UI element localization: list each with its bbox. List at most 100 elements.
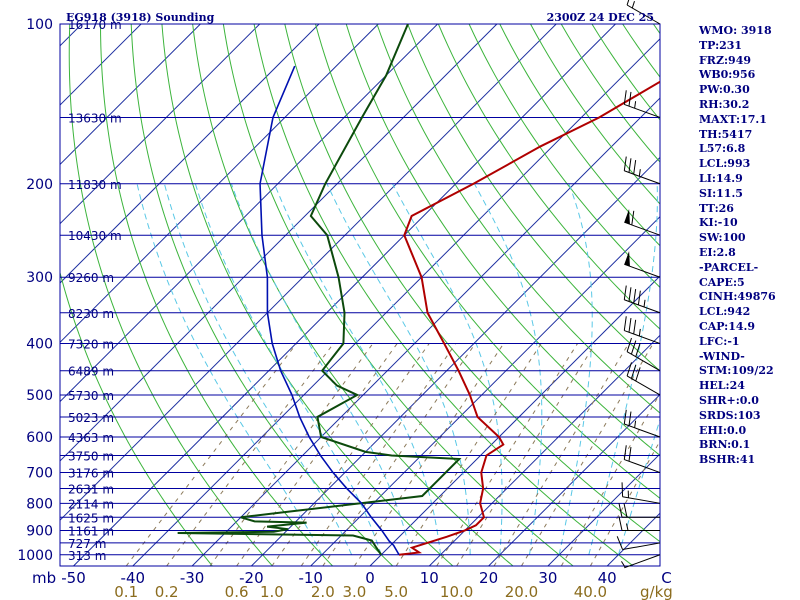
pressure-label: 600 xyxy=(26,430,53,446)
mixing-ratio-line xyxy=(436,343,578,566)
dewpoint-profile xyxy=(177,24,462,556)
index-item: TP:231 xyxy=(699,38,743,52)
height-label: 1161 m xyxy=(68,524,114,538)
barb-staff xyxy=(624,554,661,569)
barb-flag xyxy=(628,411,632,426)
wind-barb xyxy=(618,503,660,518)
sounding-profiles xyxy=(177,24,660,556)
dry-adiabat-line xyxy=(315,24,660,499)
index-item: SI:11.5 xyxy=(699,186,743,200)
wind-barbs xyxy=(616,0,661,569)
mixing-ratio-unit: g/kg xyxy=(640,583,673,600)
wind-barb xyxy=(616,536,661,551)
moist-adiabat-line xyxy=(473,183,543,555)
barb-half-flag xyxy=(638,169,641,177)
isotherm-line xyxy=(60,24,557,521)
barb-flag xyxy=(630,340,637,355)
dry-adiabat-line xyxy=(499,24,660,247)
temperature-profile xyxy=(398,80,660,556)
barb-flag xyxy=(628,91,632,107)
isotherm-line xyxy=(60,24,498,462)
wind-barb xyxy=(624,209,661,236)
barb-flag xyxy=(623,409,627,425)
barb-half-flag xyxy=(621,561,626,568)
height-label: 13630 m xyxy=(68,111,122,125)
barb-flag xyxy=(626,337,632,352)
dry-adiabat-line xyxy=(161,24,454,566)
barb-flag xyxy=(628,158,632,173)
temperature-label: -10 xyxy=(298,569,323,587)
barb-flag xyxy=(633,319,637,335)
wind-barb xyxy=(626,337,661,372)
temperature-label: -20 xyxy=(239,569,264,587)
isotherm-line xyxy=(191,97,660,566)
index-item: HEL:24 xyxy=(699,379,745,393)
mixing-ratio-label: 0.1 xyxy=(114,583,138,600)
index-item: EHI:0.0 xyxy=(699,423,747,437)
mixing-ratio-line xyxy=(395,343,542,566)
isotherm-line xyxy=(60,24,438,403)
pressure-label: 800 xyxy=(26,496,53,512)
isotherm-line xyxy=(60,24,201,166)
valid-time: 2300Z 24 DEC 25 xyxy=(547,11,654,24)
isotherm-line xyxy=(488,393,660,566)
index-item: LCL:993 xyxy=(699,157,751,171)
mixing-ratio-line xyxy=(236,343,398,566)
index-item: PW:0.30 xyxy=(699,83,750,97)
wind-barb xyxy=(624,251,661,278)
temperature-label: 30 xyxy=(538,569,557,587)
moist-adiabat-line xyxy=(136,183,323,555)
pressure-label: 100 xyxy=(26,17,53,33)
height-label: 16170 m xyxy=(68,18,122,32)
barb-staff xyxy=(624,263,661,278)
wind-barb xyxy=(621,482,661,504)
barb-half-flag xyxy=(626,523,629,531)
moist-adiabat-line xyxy=(588,183,658,555)
isotherm-line xyxy=(251,156,660,566)
wind-barb xyxy=(623,156,661,185)
index-item: SW:100 xyxy=(699,231,746,245)
temperature-label: 0 xyxy=(365,569,375,587)
index-item: CAP:14.9 xyxy=(699,319,756,333)
barb-flag xyxy=(626,362,632,377)
dry-adiabat-line xyxy=(68,24,273,566)
barb-staff xyxy=(626,351,661,372)
temperature-label: 10 xyxy=(420,569,439,587)
temperature-label: -40 xyxy=(121,569,146,587)
isotherm-line xyxy=(428,334,660,566)
moist-adiabat-line xyxy=(392,183,503,555)
barb-staff xyxy=(624,170,661,185)
dry-adiabat-line xyxy=(284,24,660,543)
barb-staff xyxy=(624,221,661,236)
moist-adiabat-line xyxy=(230,183,412,555)
barb-half-flag xyxy=(634,420,637,428)
index-item: MAXT:17.1 xyxy=(699,112,767,126)
barb-flag xyxy=(618,516,623,531)
index-item: -PARCEL- xyxy=(699,260,759,274)
height-label: 727 m xyxy=(68,537,106,551)
barb-pennant xyxy=(624,209,630,225)
barb-flag xyxy=(633,288,637,304)
barb-flag xyxy=(623,285,627,300)
barb-staff xyxy=(622,542,661,551)
isotherm-line xyxy=(60,24,379,344)
height-label: 5023 m xyxy=(68,411,114,425)
barb-staff xyxy=(624,103,661,118)
index-item: SHR+:0.0 xyxy=(699,393,759,407)
index-item: WMO: 3918 xyxy=(699,24,772,37)
isotherm-line xyxy=(73,24,616,566)
index-item: FRZ:949 xyxy=(699,53,752,67)
isotherm-line xyxy=(60,24,261,225)
temperature-label: C xyxy=(661,569,671,587)
height-label: 7320 m xyxy=(68,338,114,352)
wind-barb xyxy=(618,516,660,531)
dry-adiabat-line xyxy=(253,24,634,566)
height-label: 2114 m xyxy=(68,497,114,511)
dry-adiabat-line xyxy=(376,24,660,414)
barb-flag xyxy=(637,290,641,305)
barb-flag xyxy=(626,0,630,6)
index-item: KI:-10 xyxy=(699,216,738,230)
barb-flag xyxy=(623,316,627,331)
barb-half-flag xyxy=(643,299,646,308)
isotherm-line xyxy=(132,38,660,566)
